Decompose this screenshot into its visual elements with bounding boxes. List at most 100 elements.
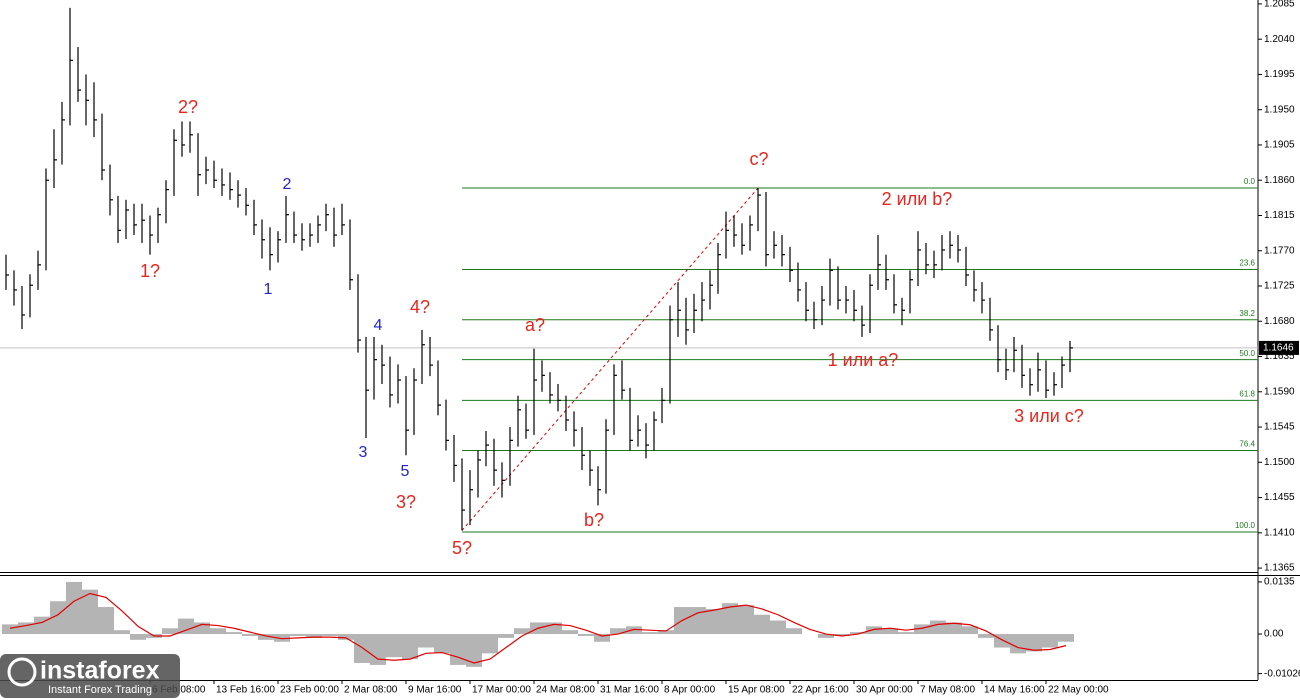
wave-label: a? bbox=[525, 315, 545, 335]
histogram-bar bbox=[450, 634, 466, 665]
x-tick-label: 9 Mar 16:00 bbox=[408, 685, 462, 696]
x-tick-label: 14 May 16:00 bbox=[984, 685, 1045, 696]
histogram-bar bbox=[258, 634, 274, 640]
fib-label: 100.0 bbox=[1235, 521, 1256, 530]
histogram-bar bbox=[178, 618, 194, 635]
histogram-bar bbox=[210, 628, 226, 635]
wave-label: 5? bbox=[452, 538, 472, 558]
logo-icon bbox=[7, 657, 37, 687]
wave-label: b? bbox=[584, 510, 604, 530]
wave-label: 1 bbox=[264, 281, 273, 298]
y-tick-label: 1.1815 bbox=[1264, 210, 1295, 221]
histogram-bar bbox=[162, 628, 178, 635]
histogram-bar bbox=[562, 630, 578, 635]
fib-label: 38.2 bbox=[1239, 309, 1255, 318]
y-tick-label: 1.1860 bbox=[1264, 175, 1295, 186]
wave-label: 3? bbox=[396, 492, 416, 512]
fib-label: 76.4 bbox=[1239, 440, 1255, 449]
histogram-bar bbox=[194, 622, 210, 635]
wave-label: 2 или b? bbox=[882, 189, 953, 209]
wave-label: 4 bbox=[374, 317, 383, 334]
y-tick-label: 1.1635 bbox=[1264, 351, 1295, 362]
fib-label: 50.0 bbox=[1239, 349, 1255, 358]
histogram-bar bbox=[514, 628, 530, 635]
signal-line bbox=[9, 592, 1067, 664]
histogram-bar bbox=[930, 620, 946, 635]
fib-label: 0.0 bbox=[1244, 177, 1256, 186]
watermark: instaforex Instant Forex Trading bbox=[0, 654, 180, 698]
histogram-bar bbox=[2, 624, 18, 635]
histogram-bar bbox=[130, 634, 146, 640]
histogram-bar bbox=[914, 624, 930, 635]
wave-label: 5 bbox=[401, 463, 410, 480]
histogram-bar bbox=[66, 581, 82, 635]
current-price-box bbox=[1259, 340, 1299, 355]
y-tick-label: 1.1365 bbox=[1264, 563, 1295, 574]
histogram-bar bbox=[658, 630, 674, 635]
x-tick-label: 13 Feb 16:00 bbox=[216, 685, 275, 696]
histogram-bar bbox=[962, 626, 978, 635]
fib-label: 61.8 bbox=[1239, 390, 1255, 399]
wave-label: 1 или a? bbox=[828, 350, 899, 370]
y-tick-label: 1.1680 bbox=[1264, 316, 1295, 327]
fib-label: 23.6 bbox=[1239, 259, 1255, 268]
histogram-bar bbox=[482, 634, 498, 654]
histogram-bar bbox=[434, 634, 450, 654]
x-tick-label: 22 May 00:00 bbox=[1048, 685, 1109, 696]
histogram-bar bbox=[386, 634, 402, 658]
histogram-bar bbox=[946, 622, 962, 635]
histogram-bar bbox=[1026, 634, 1042, 652]
x-tick-label: 15 Apr 08:00 bbox=[728, 685, 785, 696]
histogram-bar bbox=[226, 632, 242, 635]
x-tick-label: 17 Mar 00:00 bbox=[472, 685, 531, 696]
y-tick-label: 1.1410 bbox=[1264, 527, 1295, 538]
histogram-bar bbox=[754, 614, 770, 635]
y-tick-label: -0.01026 bbox=[1264, 668, 1300, 679]
histogram-bar bbox=[306, 634, 322, 638]
y-tick-label: 0.00 bbox=[1264, 629, 1284, 640]
x-tick-label: 31 Mar 16:00 bbox=[600, 685, 659, 696]
histogram-bar bbox=[850, 632, 866, 635]
histogram-bar bbox=[626, 626, 642, 635]
histogram-bar bbox=[642, 632, 658, 635]
x-tick-label: 2 Mar 08:00 bbox=[344, 685, 398, 696]
logo-tagline: Instant Forex Trading bbox=[48, 684, 152, 696]
histogram-bar bbox=[114, 630, 130, 635]
y-tick-label: 1.1725 bbox=[1264, 281, 1295, 292]
wave-label: 3 bbox=[359, 444, 368, 461]
histogram-bar bbox=[898, 632, 914, 635]
histogram-bar bbox=[50, 601, 66, 635]
y-tick-label: 1.2040 bbox=[1264, 34, 1295, 45]
histogram-bar bbox=[354, 634, 370, 663]
histogram-bar bbox=[402, 634, 418, 660]
y-tick-label: 1.1545 bbox=[1264, 422, 1295, 433]
histogram-bar bbox=[738, 605, 754, 635]
x-tick-label: 7 May 08:00 bbox=[920, 685, 975, 696]
histogram-bar bbox=[610, 628, 626, 635]
histogram-bar bbox=[546, 622, 562, 635]
wave-label: 1? bbox=[140, 261, 160, 281]
histogram-bar bbox=[594, 634, 610, 642]
histogram-bar bbox=[770, 620, 786, 635]
histogram-bar bbox=[322, 634, 338, 636]
histogram-bar bbox=[370, 634, 386, 665]
y-tick-label: 1.1995 bbox=[1264, 69, 1295, 80]
y-tick-label: 0.0135 bbox=[1264, 577, 1295, 588]
histogram-bar bbox=[498, 634, 514, 638]
wave-label: 2? bbox=[178, 97, 198, 117]
x-tick-label: 8 Apr 00:00 bbox=[664, 685, 716, 696]
histogram-bar bbox=[1042, 634, 1058, 648]
x-tick-label: 30 Apr 00:00 bbox=[856, 685, 913, 696]
histogram-bar bbox=[706, 608, 722, 635]
histogram-bar bbox=[98, 607, 114, 635]
histogram-bar bbox=[834, 634, 850, 636]
histogram-bar bbox=[242, 634, 258, 636]
histogram-bar bbox=[722, 603, 738, 635]
histogram-bar bbox=[290, 634, 306, 636]
y-tick-label: 1.1590 bbox=[1264, 386, 1295, 397]
histogram-bar bbox=[18, 622, 34, 635]
histogram-bar bbox=[1058, 634, 1074, 642]
histogram-bar bbox=[818, 634, 834, 638]
